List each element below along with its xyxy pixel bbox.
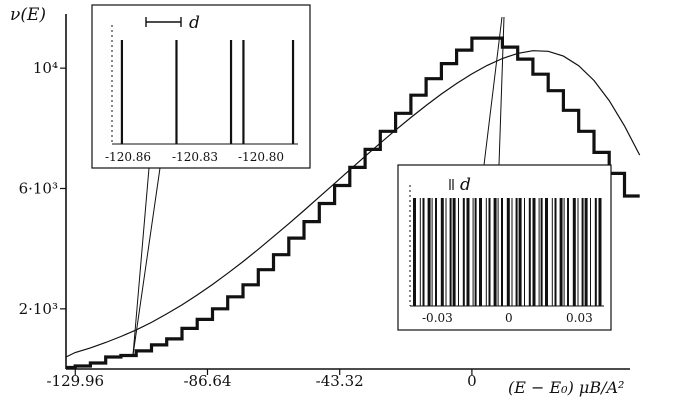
right-inset-level-line — [413, 198, 416, 306]
y-tick-label: 6·10³ — [19, 179, 58, 197]
right-inset-level-line — [554, 198, 557, 306]
right-inset-level-line — [528, 198, 531, 306]
right-inset-tick-label-1: -0.03 — [422, 311, 453, 325]
right-inset-level-line — [497, 198, 499, 306]
right-inset-level-line — [511, 198, 513, 306]
right-inset-level-line — [545, 198, 548, 306]
left-inset-connector-b — [132, 167, 161, 356]
right-inset-level-line — [594, 198, 597, 306]
right-inset-level-line — [440, 198, 444, 306]
left-inset-scale-bar — [145, 17, 182, 27]
x-tick-label: 0 — [467, 372, 477, 390]
right-inset-lines — [413, 198, 602, 306]
right-inset-level-line — [532, 198, 536, 306]
right-inset-level-line — [577, 198, 579, 306]
right-inset-level-line — [572, 198, 576, 306]
right-inset-scale-label: d — [460, 175, 471, 195]
right-inset-scale-bar — [449, 179, 454, 190]
right-inset-level-line — [427, 198, 431, 306]
main-axes — [65, 14, 630, 370]
x-tick-label: -86.64 — [183, 372, 231, 390]
x-tick-group: -129.96 -86.64 -43.32 0 — [46, 369, 477, 390]
right-inset-level-line — [458, 198, 459, 306]
right-inset-level-line — [590, 198, 591, 306]
right-inset-level-line — [445, 198, 447, 306]
right-inset-level-line — [559, 198, 563, 306]
y-tick-group: 2·10³ 6·10³ 10⁴ — [19, 59, 66, 318]
right-inset-level-line — [488, 198, 491, 306]
right-inset-level-line — [479, 198, 482, 306]
right-inset-level-line — [431, 198, 433, 306]
right-inset-level-line — [472, 198, 474, 306]
right-inset-level-line — [452, 198, 456, 306]
right-inset-level-line — [485, 198, 487, 306]
left-inset: d -120.86 -120.83 -120.80 — [91, 4, 311, 169]
y-axis-label: ν(E) — [10, 5, 46, 25]
right-inset-level-line — [518, 198, 522, 306]
right-inset-level-line — [551, 198, 553, 306]
right-inset: d -0.03 0 0.03 — [397, 164, 612, 331]
right-inset-level-line — [462, 198, 465, 306]
right-inset-level-line — [524, 198, 525, 306]
right-inset-connector-a — [483, 16, 503, 166]
right-inset-level-line — [419, 198, 421, 306]
staircase-curve — [66, 36, 640, 370]
right-inset-level-line — [515, 198, 518, 306]
right-inset-tick-label-2: 0 — [505, 311, 513, 325]
right-inset-level-line — [435, 198, 437, 306]
right-inset-level-line — [563, 198, 565, 306]
right-inset-level-line — [474, 198, 477, 306]
inset-connectors — [132, 16, 505, 356]
right-inset-level-line — [466, 198, 470, 306]
right-inset-level-line — [584, 198, 588, 306]
x-axis-label: (E − E₀) μB/A² — [508, 378, 624, 397]
right-inset-level-line — [422, 198, 425, 306]
left-inset-tick-label-3: -120.80 — [238, 150, 284, 164]
right-inset-tick-label-3: 0.03 — [566, 311, 593, 325]
right-inset-level-line — [567, 198, 569, 306]
left-inset-frame — [91, 4, 311, 169]
right-inset-level-line — [538, 198, 540, 306]
x-tick-label: -43.32 — [316, 372, 364, 390]
left-inset-tick-label-1: -120.86 — [105, 150, 151, 164]
right-inset-level-line — [506, 198, 510, 306]
right-inset-connector-b — [498, 16, 505, 166]
y-tick-label: 2·10³ — [19, 300, 58, 318]
right-inset-level-line — [598, 198, 602, 306]
right-inset-level-line — [493, 198, 497, 306]
left-inset-connector-a — [132, 167, 150, 356]
right-inset-level-line — [581, 198, 584, 306]
left-inset-lines — [120, 40, 295, 144]
right-inset-level-line — [449, 198, 452, 306]
y-tick-label: 10⁴ — [33, 59, 58, 77]
left-inset-scale-label: d — [189, 13, 200, 33]
right-inset-level-line — [501, 198, 503, 306]
left-inset-tick-label-2: -120.83 — [172, 150, 218, 164]
x-tick-label: -129.96 — [46, 372, 104, 390]
right-inset-level-line — [540, 198, 543, 306]
